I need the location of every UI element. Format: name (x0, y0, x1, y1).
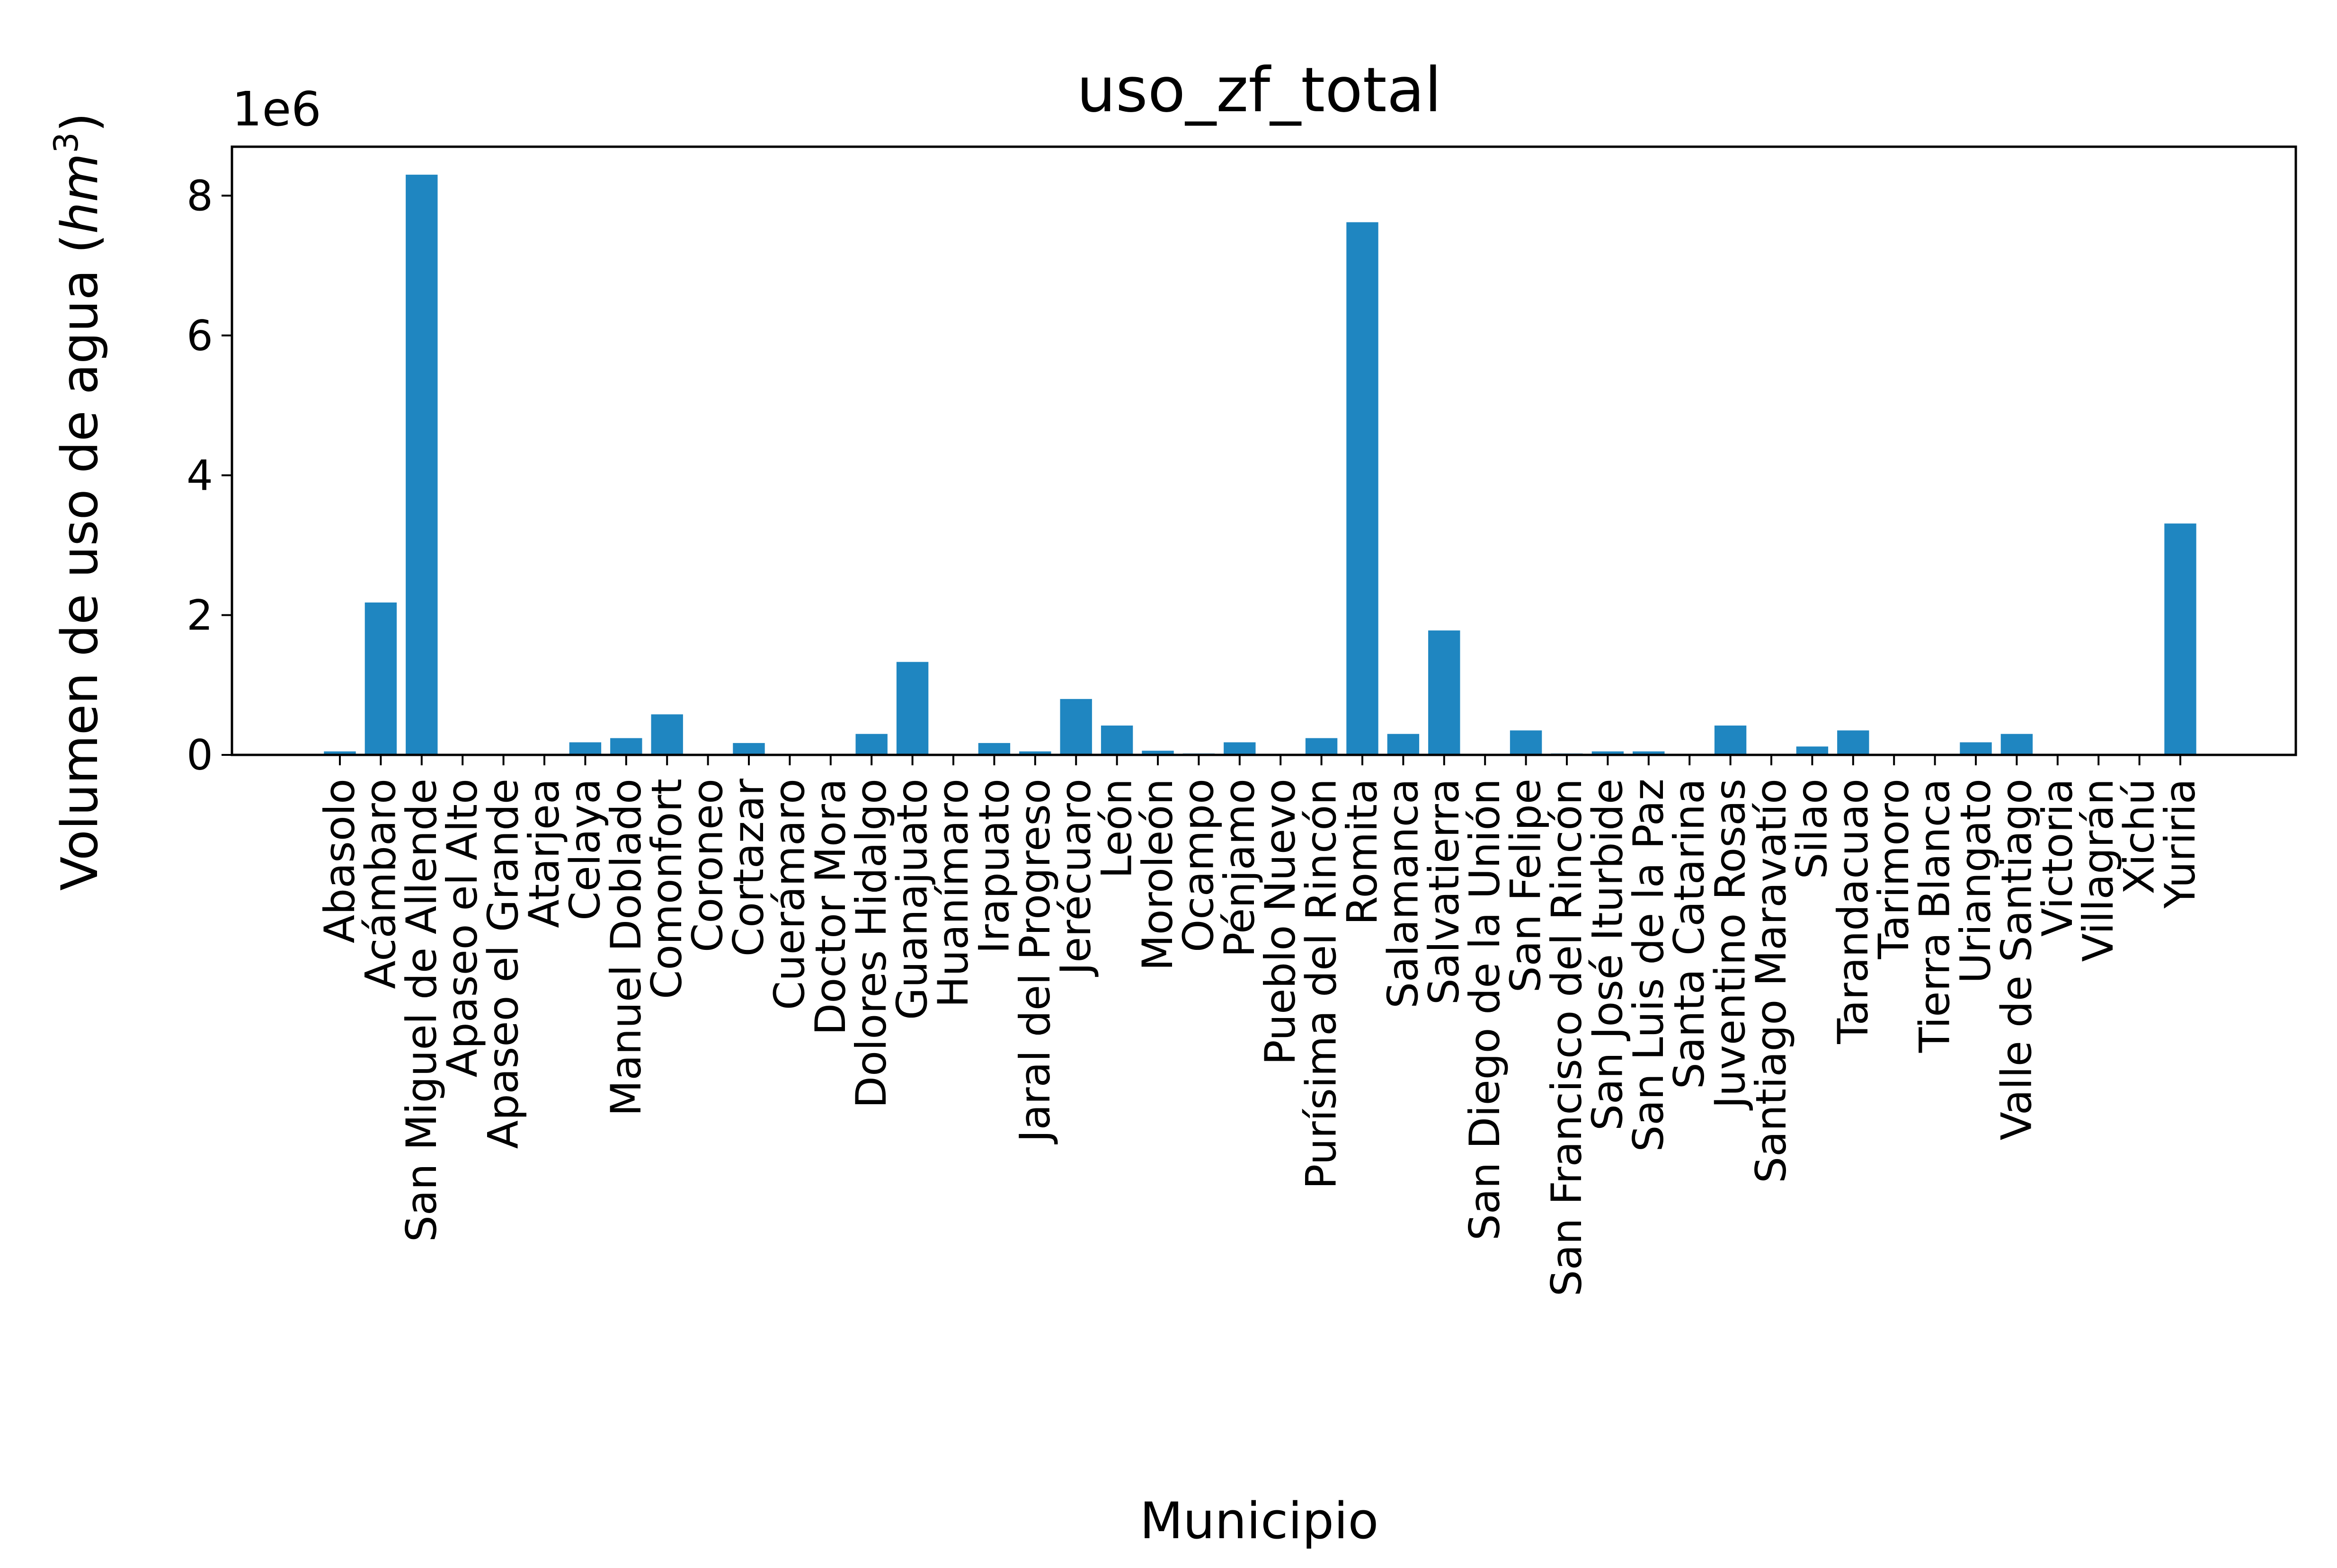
y-axis-label-unit-base: hm (51, 153, 109, 234)
bar-24 (1305, 738, 1338, 755)
bar-2 (406, 175, 438, 755)
bar-1 (364, 602, 397, 755)
x-tick-label-23: Pueblo Nuevo (1256, 779, 1305, 1065)
x-tick-label-22: Pénjamo (1215, 779, 1264, 957)
x-tick-label-8: Comonfort (642, 779, 691, 999)
x-tick-label-17: Jaral del Progreso (1011, 779, 1059, 1144)
x-tick-label-13: Dolores Hidalgo (847, 779, 896, 1108)
bar-20 (1142, 751, 1174, 755)
bar-8 (651, 714, 683, 755)
x-tick-label-12: Doctor Mora (806, 779, 855, 1035)
x-tick-label-36: Silao (1787, 779, 1836, 879)
bar-31 (1591, 751, 1624, 755)
x-tick-label-30: San Francisco del Rincón (1542, 779, 1591, 1296)
x-tick-label-3: Apaseo el Alto (438, 779, 487, 1077)
x-tick-label-40: Uriangato (1951, 779, 2000, 983)
bar-6 (569, 742, 602, 755)
bar-41 (2000, 734, 2033, 755)
x-tick-label-4: Apaseo el Grande (479, 779, 528, 1149)
bar-0 (324, 751, 356, 755)
x-tick-label-37: Tarandacuao (1829, 779, 1877, 1045)
bar-29 (1510, 730, 1542, 755)
bar-10 (733, 743, 765, 755)
x-tick-label-7: Manuel Doblado (602, 779, 650, 1116)
x-tick-label-15: Huanímaro (929, 779, 977, 1008)
x-tick-label-27: Salvatierra (1420, 779, 1468, 1005)
x-tick-label-34: Juventino Rosas (1706, 779, 1755, 1111)
plot-area-frame (231, 145, 2297, 756)
x-tick-label-1: Acámbaro (356, 779, 405, 989)
x-tick-label-25: Romita (1338, 779, 1386, 925)
x-tick-label-2: San Miguel de Allende (397, 779, 446, 1242)
y-tick-label-0: 0 (187, 731, 213, 780)
x-tick-label-28: San Diego de la Unión (1460, 779, 1509, 1240)
bar-32 (1633, 751, 1665, 755)
bar-26 (1387, 734, 1420, 755)
x-tick-label-19: León (1093, 779, 1141, 878)
bar-40 (1960, 742, 1992, 755)
y-axis-offset-label: 1e6 (232, 81, 321, 137)
x-tick-label-41: Valle de Santiago (1992, 779, 2041, 1140)
bar-14 (896, 662, 929, 755)
bar-16 (978, 743, 1011, 755)
y-axis-label-unit-exp: 3 (47, 132, 86, 153)
x-tick-label-32: San Luis de la Paz (1624, 779, 1673, 1152)
bars-group (324, 175, 2196, 755)
bar-18 (1060, 699, 1092, 755)
bar-25 (1346, 222, 1378, 755)
chart-title: uso_zf_total (1077, 54, 1442, 126)
x-tick-label-0: Abasolo (315, 779, 364, 943)
bar-19 (1101, 725, 1133, 755)
x-tick-label-38: Tarimoro (1869, 779, 1918, 959)
x-tick-label-24: Purísima del Rincón (1297, 779, 1346, 1189)
bar-7 (610, 738, 642, 755)
x-tick-label-43: Villagrán (2074, 779, 2123, 962)
bar-36 (1796, 746, 1829, 755)
x-axis-label: Municipio (1140, 1492, 1379, 1550)
y-axis-label: Volumen de uso de agua (hm3) (47, 113, 109, 891)
x-tick-label-10: Cortazar (724, 778, 773, 957)
bar-13 (855, 734, 888, 755)
bar-37 (1837, 730, 1869, 755)
x-tick-label-26: Salamanca (1378, 779, 1427, 1009)
y-axis-label-prefix: Volumen de uso de agua ( (51, 234, 109, 891)
bar-45 (2164, 523, 2196, 755)
x-tick-label-14: Guanajuato (888, 779, 937, 1020)
y-axis-label-suffix: ) (51, 113, 109, 132)
x-tick-label-5: Atarjea (520, 779, 569, 928)
x-tick-label-44: Xichú (2115, 779, 2164, 895)
y-tick-label-3: 6 (187, 311, 213, 360)
x-tick-label-16: Irapuato (969, 779, 1018, 954)
bar-34 (1714, 725, 1747, 755)
x-tick-label-11: Cuerámaro (765, 779, 814, 1010)
bar-27 (1428, 630, 1460, 755)
x-tick-label-20: Moroleón (1133, 779, 1182, 971)
bar-17 (1019, 751, 1051, 755)
x-tick-label-45: Yuriria (2156, 779, 2204, 909)
y-tick-label-4: 8 (187, 171, 213, 220)
x-tick-label-35: Santiago Maravatío (1747, 779, 1795, 1183)
x-tick-label-33: Santa Catarina (1665, 779, 1714, 1089)
x-tick-label-18: Jerécuaro (1051, 779, 1100, 977)
y-tick-label-1: 2 (187, 591, 213, 640)
y-ticks-group: 0 2 4 6 8 (187, 171, 232, 780)
x-tick-label-39: Tierra Blanca (1910, 779, 1959, 1053)
x-tick-label-42: Victoria (2033, 779, 2082, 937)
x-tick-label-6: Celaya (560, 779, 609, 921)
x-tick-label-21: Ocampo (1174, 779, 1223, 952)
x-tick-label-29: San Felipe (1502, 779, 1550, 992)
y-tick-label-2: 4 (187, 451, 213, 500)
x-tick-label-31: San José Iturbide (1583, 779, 1632, 1131)
x-tick-label-9: Coroneo (684, 779, 732, 952)
bar-22 (1224, 742, 1256, 755)
